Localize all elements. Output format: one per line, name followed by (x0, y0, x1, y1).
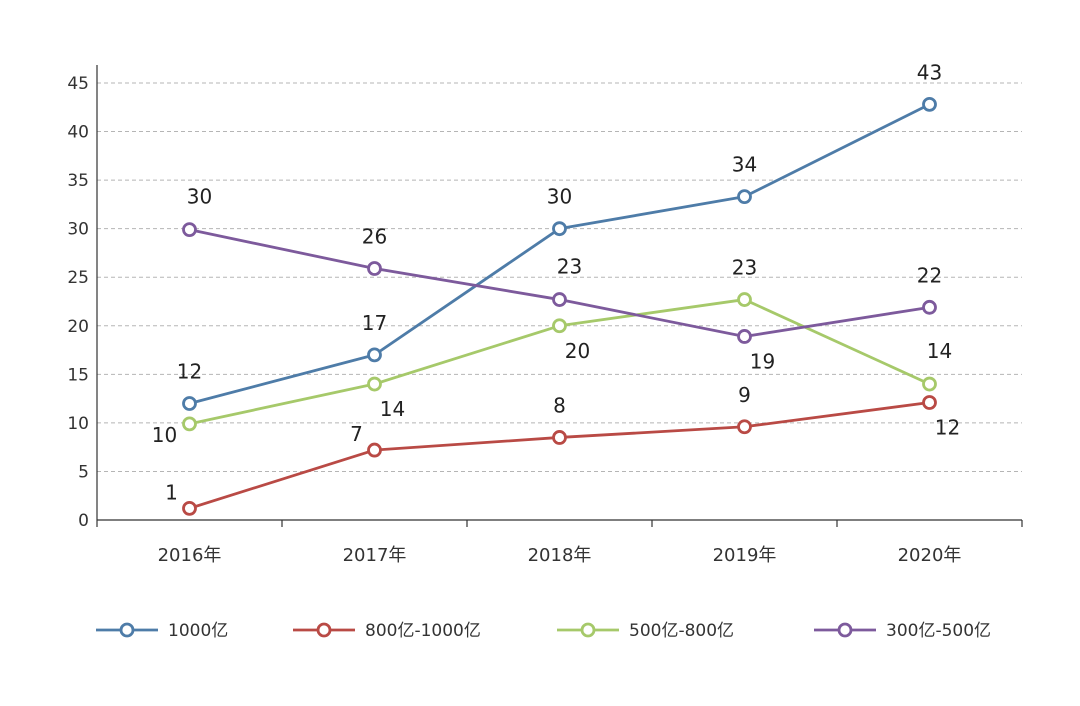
data-point (737, 292, 752, 307)
y-tick-label: 0 (78, 511, 89, 531)
legend-item: 1000亿 (96, 621, 228, 641)
y-tick-label: 25 (67, 268, 89, 288)
series-line (189, 401, 930, 510)
y-tick-label: 5 (78, 462, 89, 482)
data-label: 7 (350, 422, 363, 446)
legend: 1000亿 800亿-1000亿 500亿-800亿 300亿-500亿 (96, 621, 991, 641)
legend-swatch-marker (580, 622, 596, 638)
data-label: 30 (187, 185, 212, 209)
data-label: 12 (177, 359, 202, 383)
data-point (737, 419, 752, 435)
legend-item: 300亿-500亿 (814, 621, 991, 641)
data-point (922, 376, 937, 392)
data-point (737, 189, 752, 205)
y-tick-label: 15 (67, 365, 89, 385)
data-point (922, 96, 937, 112)
data-point (552, 318, 567, 334)
y-tick-label: 40 (67, 123, 89, 143)
y-tick-label: 35 (67, 171, 89, 191)
data-point (182, 396, 197, 411)
data-label: 22 (917, 263, 942, 287)
legend-label: 800亿-1000亿 (365, 621, 481, 641)
data-label: 10 (152, 423, 177, 447)
legend-label: 300亿-500亿 (886, 621, 991, 641)
data-label: 1 (165, 480, 178, 504)
y-tick-label: 30 (67, 220, 89, 240)
y-tick-label: 20 (67, 317, 89, 337)
data-point (367, 376, 382, 392)
x-tick-label: 2017年 (343, 545, 407, 566)
y-tick-label: 45 (67, 74, 89, 94)
data-point (182, 416, 197, 432)
data-label: 9 (738, 383, 751, 407)
y-tick-label: 10 (67, 414, 89, 434)
data-point (552, 430, 567, 445)
legend-swatch-marker (119, 622, 135, 638)
legend-swatch-marker (316, 622, 332, 638)
data-label: 20 (565, 339, 590, 363)
data-point (367, 347, 382, 363)
data-point (182, 500, 197, 516)
data-label: 8 (553, 393, 566, 417)
data-label: 43 (917, 60, 942, 84)
data-point (367, 261, 382, 276)
x-tick-label: 2016年 (158, 545, 222, 566)
data-point (552, 221, 567, 237)
legend-item: 500亿-800亿 (557, 621, 734, 641)
data-label: 12 (935, 415, 960, 439)
legend-label: 1000亿 (168, 621, 228, 641)
data-point (552, 292, 567, 307)
legend-swatch-marker (837, 622, 853, 638)
data-point (922, 299, 937, 315)
data-label: 34 (732, 153, 757, 177)
data-label: 19 (750, 349, 775, 373)
axes: 0 5 10 15 20 25 30 35 40 45 2016年 2017年 2018年 2019年 20… (67, 65, 1023, 566)
legend-label: 500亿-800亿 (629, 621, 734, 641)
data-label: 30 (547, 185, 572, 209)
data-label: 23 (732, 256, 757, 280)
x-tick-label: 2018年 (528, 545, 592, 566)
data-point (922, 395, 937, 410)
series-points (182, 96, 937, 516)
x-tick-label: 2019年 (713, 545, 777, 566)
legend-item: 800亿-1000亿 (293, 621, 481, 641)
data-point (367, 442, 382, 458)
data-point (737, 329, 752, 344)
data-label: 26 (362, 224, 387, 248)
data-point (182, 222, 197, 238)
data-label: 14 (380, 397, 405, 421)
x-tick-label: 2020年 (898, 545, 962, 566)
data-label: 23 (557, 255, 582, 279)
data-label: 14 (927, 339, 952, 363)
data-label: 17 (362, 311, 387, 335)
